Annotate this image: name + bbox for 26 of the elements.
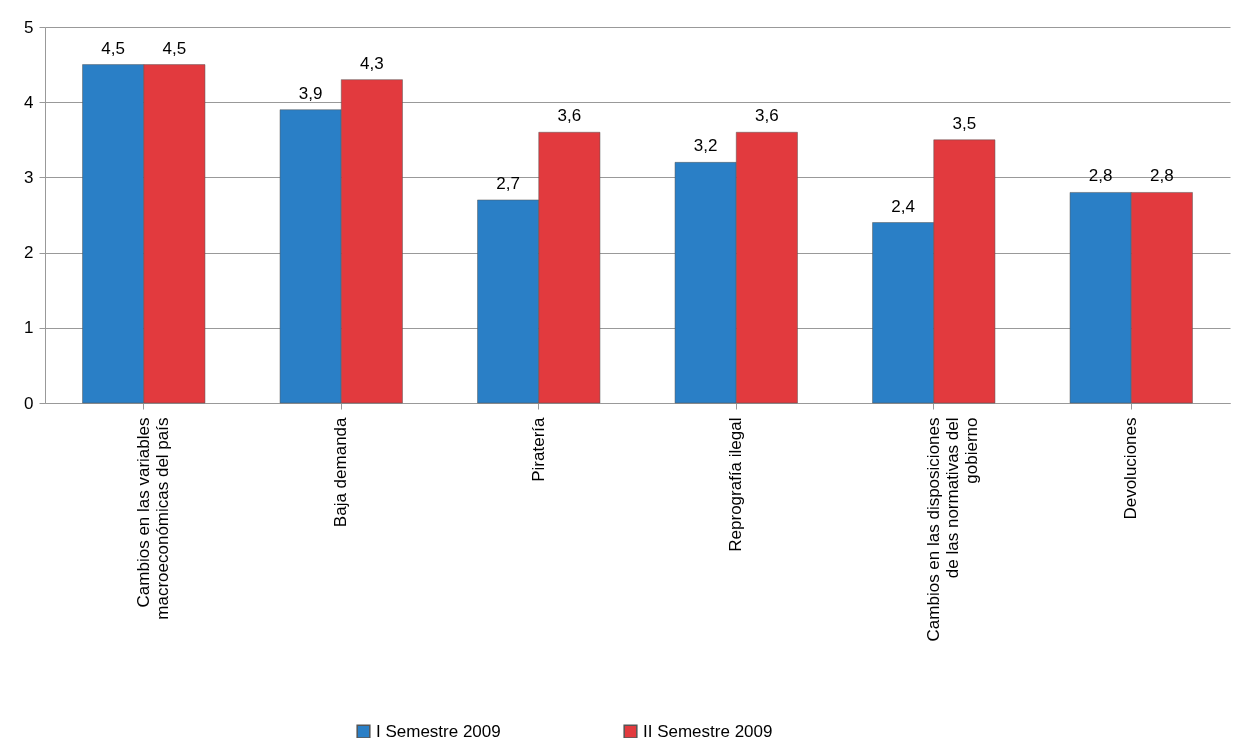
data-label: 4,5 bbox=[101, 38, 125, 58]
data-label: 2,8 bbox=[1088, 166, 1113, 186]
data-label: 4,3 bbox=[360, 53, 384, 73]
y-tick-label: 2 bbox=[24, 243, 34, 263]
data-label: 3,5 bbox=[952, 113, 977, 133]
data-label: 2,7 bbox=[496, 173, 520, 193]
x-tick-label: Devoluciones bbox=[1121, 417, 1141, 520]
y-tick-label: 4 bbox=[24, 92, 34, 112]
x-tick-label: Reprografía ilegal bbox=[726, 417, 746, 552]
data-label: 2,4 bbox=[891, 196, 915, 216]
y-tick-label: 1 bbox=[24, 318, 34, 338]
x-tick-label: Piratería bbox=[528, 416, 548, 482]
data-label: 3,6 bbox=[755, 106, 779, 126]
legend-label: II Semestre 2009 bbox=[643, 721, 773, 738]
data-label: 2,8 bbox=[1150, 166, 1174, 186]
x-tick-label: Cambios en las disposiciones de las normativas del gobierno bbox=[923, 417, 981, 642]
x-tick-label: Baja demanda bbox=[331, 416, 351, 528]
y-tick-label: 3 bbox=[24, 167, 34, 187]
x-tick-label: Cambios en las variables macroeconómicas del país bbox=[133, 417, 172, 620]
data-label: 3,6 bbox=[557, 106, 582, 126]
data-label: 3,9 bbox=[298, 83, 323, 103]
legend-label: I Semestre 2009 bbox=[376, 721, 501, 738]
y-tick-label: 5 bbox=[24, 17, 34, 37]
data-label: 3,2 bbox=[693, 136, 718, 156]
y-tick-label: 0 bbox=[24, 393, 34, 413]
data-label: 4,5 bbox=[162, 38, 187, 58]
